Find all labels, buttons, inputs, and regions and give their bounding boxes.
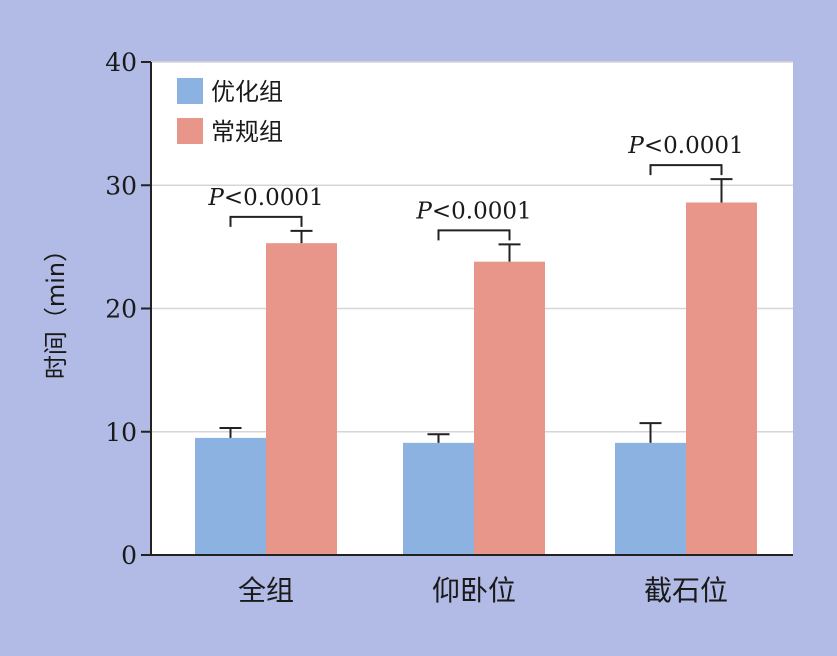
y-ticks: 0 10 20 30 40: [105, 48, 151, 570]
significance-label: P<0.0001: [415, 198, 531, 224]
p-value: <0.0001: [432, 198, 532, 224]
bar-optimized-1: [403, 442, 474, 555]
legend-swatch: [177, 118, 203, 144]
bar-conventional-1: [474, 261, 545, 555]
bars: [195, 202, 757, 556]
p-symbol: P: [207, 185, 224, 211]
p-value: <0.0001: [224, 185, 324, 211]
legend-label: 优化组: [211, 78, 283, 106]
significance-label: P<0.0001: [627, 133, 743, 159]
legend-swatch: [177, 78, 203, 104]
significance-bracket: [437, 229, 511, 241]
bar-conventional-0: [266, 243, 337, 556]
y-tick-label: 30: [105, 171, 137, 200]
x-category-label: 截石位: [644, 574, 728, 607]
y-tick-label: 20: [105, 295, 137, 324]
p-symbol: P: [415, 198, 432, 224]
legend-label: 常规组: [211, 118, 283, 146]
bar-optimized-2: [615, 442, 686, 555]
significance-label: P<0.0001: [207, 185, 323, 211]
p-value: <0.0001: [644, 133, 744, 159]
p-symbol: P: [627, 133, 644, 159]
x-category-label: 仰卧位: [432, 574, 516, 607]
error-bars: [219, 178, 733, 443]
significance-bracket: [649, 164, 723, 176]
x-category-labels: 全组 仰卧位 截石位: [238, 574, 728, 607]
bar-optimized-0: [195, 437, 266, 555]
y-axis-title: 时间（min）: [42, 238, 70, 379]
x-category-label: 全组: [238, 574, 294, 607]
y-tick-label: 10: [105, 418, 137, 447]
y-tick-label: 0: [121, 541, 137, 570]
bar-conventional-2: [686, 202, 757, 555]
y-tick-label: 40: [105, 48, 137, 77]
significance-bracket: [229, 215, 303, 227]
